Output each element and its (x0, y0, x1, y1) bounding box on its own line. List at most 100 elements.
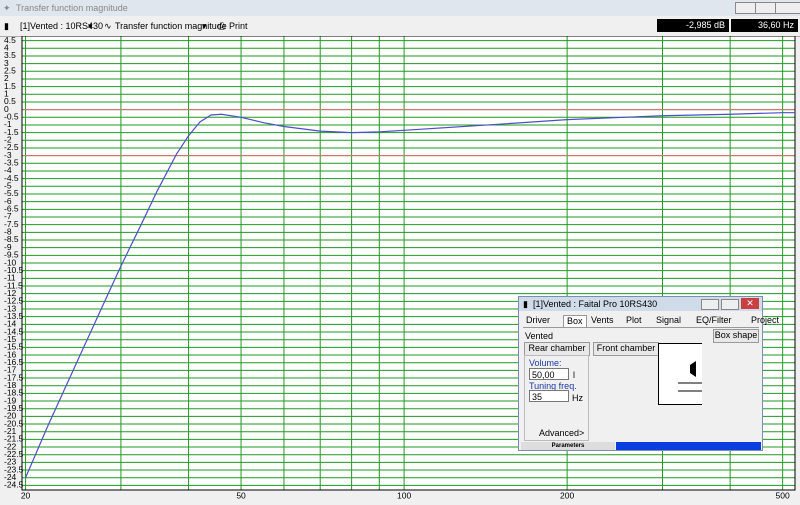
y-tick-label: -20 (4, 411, 17, 421)
y-tick-label: -15 (4, 334, 17, 344)
y-tick-label: -13.5 (4, 311, 24, 321)
response-curve (24, 112, 795, 478)
y-tick-label: 3 (4, 58, 9, 68)
y-tick-label: -17.5 (4, 372, 24, 382)
y-tick-label: -2 (4, 135, 12, 145)
tuning-label: Tuning freq. (529, 381, 577, 391)
tab[interactable]: Driver (526, 315, 550, 325)
y-tick-label: -3.5 (4, 158, 19, 168)
y-tick-label: -9 (4, 242, 12, 252)
tab[interactable]: Signal (656, 315, 682, 325)
y-tick-label: -4.5 (4, 173, 19, 183)
maximize-button[interactable] (721, 299, 739, 310)
tuning-input[interactable]: 35 (529, 390, 569, 402)
y-tick-label: -24 (4, 472, 17, 482)
project-select[interactable]: [1]Vented : 10RS430 (20, 21, 104, 31)
box-shape-button[interactable]: Box shape (713, 329, 759, 343)
status-label: Parameters (521, 442, 615, 450)
hz-readout: 36,60 Hz (731, 19, 798, 32)
y-tick-label: -13 (4, 303, 17, 313)
toolbar: ▮ [1]Vented : 10RS430 ▾ ∿ Transfer funct… (0, 16, 800, 37)
y-tick-label: 2.5 (4, 66, 16, 76)
box-open-side (702, 343, 703, 405)
y-tick-label: -4 (4, 165, 12, 175)
print-button[interactable]: Print (229, 21, 248, 31)
y-tick-label: -18.5 (4, 388, 24, 398)
box-dialog: ▮ [1]Vented : Faital Pro 10RS430 ✕ Drive… (518, 296, 779, 451)
print-icon: ⎙ (218, 21, 226, 31)
front-chamber-tab[interactable]: Front chamber (593, 342, 659, 356)
y-tick-label: -14.5 (4, 326, 24, 336)
y-tick-label: -6.5 (4, 204, 19, 214)
tab[interactable]: Plot (626, 315, 642, 325)
minimize-button[interactable] (701, 299, 719, 310)
y-tick-label: -19.5 (4, 403, 24, 413)
dropdown-arrow[interactable]: ▾ (88, 21, 93, 31)
y-tick-label: -6 (4, 196, 12, 206)
graph-icon: ∿ (104, 21, 112, 31)
app-icon: ✦ (3, 3, 11, 13)
x-tick-label: 100 (397, 490, 411, 500)
y-tick-label: 3.5 (4, 50, 16, 60)
y-tick-label: -7 (4, 211, 12, 221)
window-title: Transfer function magnitude (16, 3, 128, 13)
y-tick-label: -5.5 (4, 188, 19, 198)
y-tick-label: 2 (4, 73, 9, 83)
tab[interactable]: Box (563, 315, 587, 327)
y-tick-label: -11 (4, 273, 16, 283)
y-tick-label: -21.5 (4, 434, 24, 444)
tab[interactable]: EQ/Filter (696, 315, 732, 325)
dialog-title: [1]Vented : Faital Pro 10RS430 (533, 299, 658, 309)
close-button[interactable] (775, 2, 800, 14)
y-tick-label: 4.5 (4, 36, 16, 45)
y-tick-label: -23 (4, 457, 17, 467)
y-tick-label: -11.5 (4, 280, 23, 290)
y-tick-label: -22 (4, 441, 17, 451)
close-button[interactable]: ✕ (741, 298, 759, 309)
y-tick-label: -12 (4, 288, 17, 298)
x-tick-label: 500 (776, 490, 790, 500)
y-tick-label: -16 (4, 349, 17, 359)
y-tick-label: -14 (4, 319, 17, 329)
driver-icon (690, 361, 696, 377)
plot-border (21, 36, 796, 491)
box-diagram (658, 343, 703, 405)
y-tick-label: -0.5 (4, 112, 19, 122)
x-tick-label: 50 (236, 490, 246, 500)
dropdown-arrow[interactable]: ▾ (202, 21, 207, 31)
y-tick-label: -12.5 (4, 296, 24, 306)
y-tick-label: -20.5 (4, 418, 24, 428)
progress-bar (616, 442, 761, 450)
tab[interactable]: Vents (591, 315, 614, 325)
title-bar: ✦ Transfer function magnitude (0, 0, 800, 16)
y-tick-label: 4 (4, 43, 9, 53)
y-tick-label: -22.5 (4, 449, 24, 459)
volume-input[interactable]: 50,00 (529, 368, 569, 380)
volume-unit: l (573, 370, 575, 380)
y-tick-label: -2.5 (4, 142, 19, 152)
y-tick-label: -21 (4, 426, 17, 436)
graph-select[interactable]: Transfer function magnitude (115, 21, 227, 31)
y-tick-label: -24.5 (4, 480, 24, 490)
db-readout: -2,985 dB (657, 19, 729, 32)
chamber-panel (524, 355, 589, 441)
y-tick-label: -7.5 (4, 219, 19, 229)
y-tick-label: 0.5 (4, 96, 16, 106)
tuning-unit: Hz (572, 393, 583, 403)
y-tick-label: -1 (4, 119, 12, 129)
advanced-button[interactable]: Advanced> (539, 428, 585, 438)
y-tick-label: -16.5 (4, 357, 24, 367)
y-tick-label: 0 (4, 104, 9, 114)
y-tick-label: -17 (4, 365, 17, 375)
dialog-icon: ▮ (523, 299, 528, 309)
y-tick-label: -18 (4, 380, 17, 390)
y-tick-label: 1 (4, 89, 9, 99)
y-tick-label: -1.5 (4, 127, 19, 137)
tab[interactable]: Project (751, 315, 780, 325)
volume-label: Volume: (529, 358, 562, 368)
tab-strip: Driver Box Vents Plot Signal EQ/Filter Project (523, 315, 779, 328)
y-tick-label: -10 (4, 257, 17, 267)
rear-chamber-tab[interactable]: Rear chamber (524, 342, 590, 356)
y-tick-label: -9.5 (4, 250, 19, 260)
